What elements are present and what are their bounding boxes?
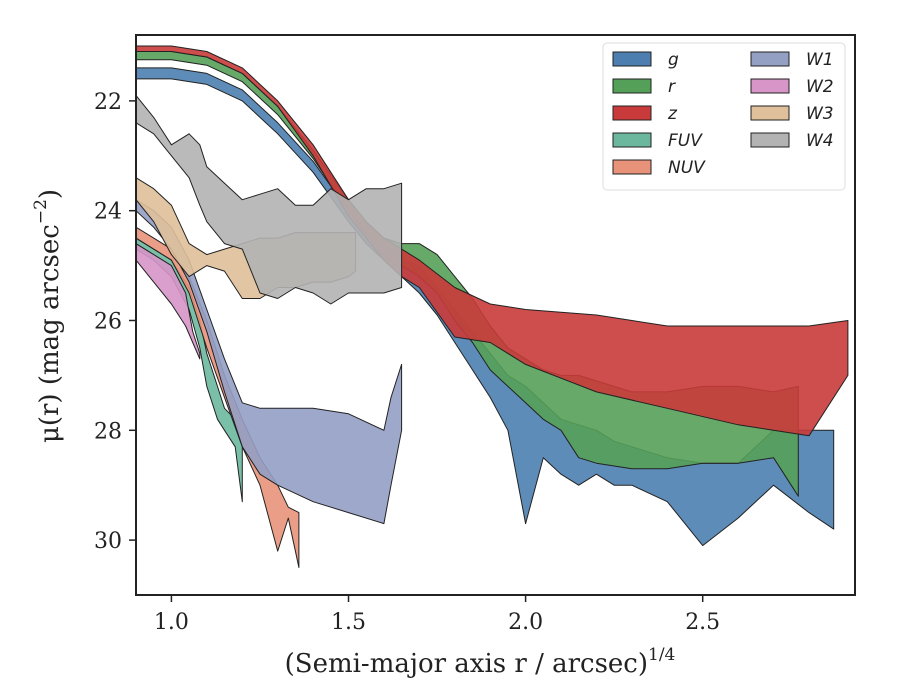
legend-swatch-w2 [750, 78, 790, 94]
series-band-w1 [136, 199, 403, 525]
x-axis-label: (Semi-major axis r / arcsec)1/4 [285, 645, 676, 679]
legend-label-w3: W3 [806, 104, 834, 124]
y-axis-label-close: ) [35, 189, 65, 199]
legend-swatch-fuv [612, 132, 652, 148]
legend-swatch-g [612, 51, 652, 67]
y-axis-label-text: μ(r) (mag arcsec [35, 224, 65, 443]
x-tick-label: 2.0 [508, 610, 543, 635]
legend-label-fuv: FUV [668, 131, 703, 151]
x-axis-label-exponent: 1/4 [648, 645, 675, 665]
legend-label-w2: W2 [806, 77, 834, 97]
y-axis-label: μ(r) (mag arcsec−2) [31, 189, 65, 443]
legend-swatch-r [612, 78, 652, 94]
legend-swatch-w4 [750, 132, 790, 148]
ticks-layer: 1.0 1.5 2.0 2.5 22 24 26 28 30 [94, 90, 720, 635]
y-tick-label: 30 [94, 529, 122, 554]
x-tick-label: 2.5 [685, 610, 720, 635]
y-tick-label: 28 [94, 419, 122, 444]
x-tick-label: 1.5 [331, 610, 366, 635]
legend-swatch-w3 [750, 105, 790, 121]
y-tick-label: 26 [94, 309, 122, 334]
series-band-w2 [136, 243, 201, 360]
legend-swatch-w1 [750, 51, 790, 67]
legend-swatch-z [612, 105, 652, 121]
legend-label-w1: W1 [806, 50, 834, 70]
legend-label-nuv: NUV [668, 158, 706, 178]
x-tick-label: 1.0 [154, 610, 189, 635]
x-axis-label-text: (Semi-major axis r / arcsec) [285, 649, 648, 679]
series-layer [136, 45, 849, 568]
y-tick-label: 22 [94, 90, 122, 115]
y-tick-label: 24 [94, 200, 122, 225]
plot-frame [135, 34, 856, 596]
legend-label-g: g [668, 50, 679, 70]
legend-label-r: r [668, 77, 676, 97]
y-axis-label-exponent: −2 [31, 199, 51, 224]
series-band-w4 [136, 94, 403, 305]
legend: grz FUV NUV W1 W2 W3 W4 [602, 42, 846, 191]
legend-swatch-nuv [612, 159, 652, 175]
legend-label-w4: W4 [806, 131, 834, 151]
legend-label-z: z [667, 104, 678, 124]
